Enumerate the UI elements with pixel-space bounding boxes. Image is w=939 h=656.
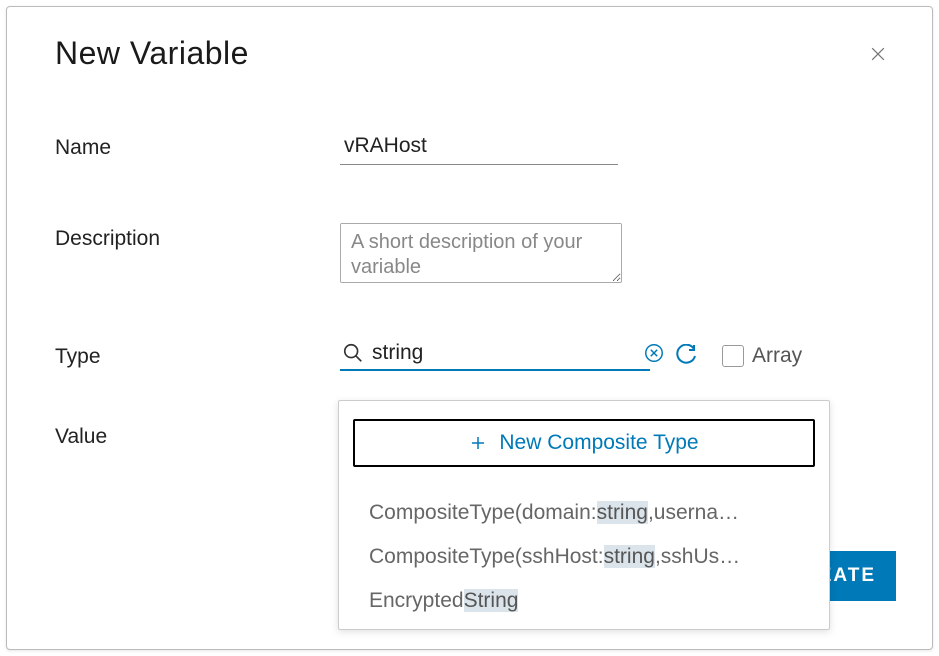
plus-icon	[469, 434, 487, 452]
modal-header: New Variable	[7, 7, 932, 72]
description-textarea[interactable]	[340, 223, 622, 283]
description-row: Description	[55, 223, 884, 283]
new-composite-type-button[interactable]: New Composite Type	[353, 419, 815, 467]
dropdown-items: CompositeType(domain:string,userna… Comp…	[339, 481, 829, 623]
type-search-field	[340, 341, 650, 371]
description-label: Description	[55, 223, 340, 251]
new-variable-modal: New Variable Name Description Type	[6, 6, 933, 650]
search-icon	[342, 342, 364, 364]
dropdown-item[interactable]: EncryptedString	[339, 579, 829, 623]
dropdown-item[interactable]: CompositeType(sshHost:string,sshUs…	[339, 535, 829, 579]
refresh-icon	[674, 344, 698, 368]
type-label: Type	[55, 341, 340, 369]
value-label: Value	[55, 421, 340, 449]
name-label: Name	[55, 132, 340, 160]
modal-title: New Variable	[55, 35, 249, 72]
refresh-button[interactable]	[674, 344, 698, 368]
clear-icon	[643, 342, 665, 364]
form: Name Description Type	[7, 72, 932, 449]
array-checkbox[interactable]	[722, 345, 744, 367]
clear-search-button[interactable]	[643, 342, 665, 364]
dropdown-item[interactable]: CompositeType(domain:string,userna…	[339, 491, 829, 535]
name-row: Name	[55, 132, 884, 165]
type-dropdown: New Composite Type CompositeType(domain:…	[338, 400, 830, 630]
close-icon	[868, 44, 888, 64]
array-label: Array	[752, 344, 802, 368]
name-input[interactable]	[340, 132, 618, 165]
array-option: Array	[722, 344, 802, 368]
type-search-input[interactable]	[372, 341, 643, 365]
type-row: Type	[55, 341, 884, 371]
new-composite-type-label: New Composite Type	[499, 431, 698, 455]
close-button[interactable]	[864, 40, 892, 68]
